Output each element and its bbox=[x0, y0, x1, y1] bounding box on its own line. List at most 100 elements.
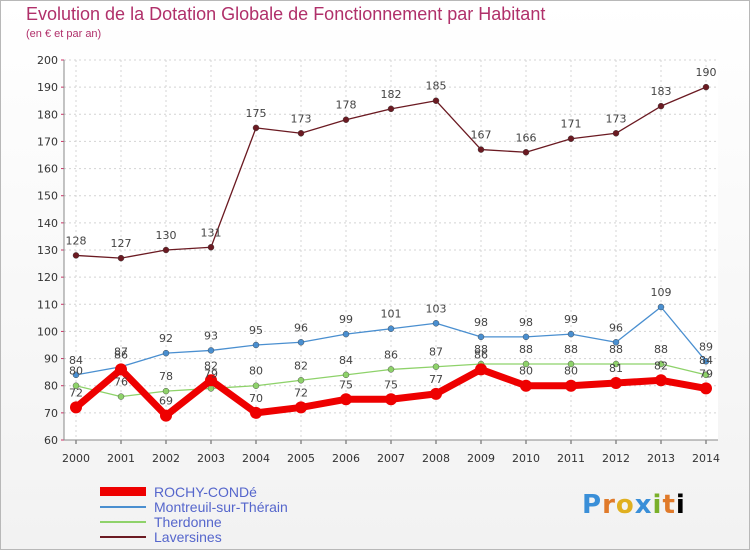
legend-label-laversines: Laversines bbox=[154, 528, 222, 545]
y-tick-label: 160 bbox=[37, 163, 58, 176]
data-label: 82 bbox=[654, 359, 668, 372]
data-label: 88 bbox=[564, 343, 578, 356]
data-point bbox=[612, 339, 620, 346]
data-label: 130 bbox=[156, 229, 177, 242]
y-tick-label: 110 bbox=[37, 298, 58, 311]
legend-item-therdonne: Therdonne bbox=[100, 513, 288, 530]
y-tick-label: 170 bbox=[37, 135, 58, 148]
data-label: 131 bbox=[201, 226, 222, 239]
data-label: 82 bbox=[204, 359, 218, 372]
data-point bbox=[115, 363, 127, 376]
legend-label-therdonne: Therdonne bbox=[154, 513, 222, 530]
data-label: 93 bbox=[204, 329, 218, 342]
y-tick-label: 100 bbox=[37, 325, 58, 338]
data-label: 182 bbox=[381, 88, 402, 101]
data-point bbox=[610, 377, 622, 389]
data-point bbox=[432, 97, 440, 104]
y-tick-label: 180 bbox=[37, 108, 58, 121]
data-point bbox=[342, 330, 350, 338]
data-point bbox=[477, 333, 485, 341]
data-label: 98 bbox=[474, 316, 488, 329]
data-point bbox=[567, 360, 575, 368]
logo-letter: o bbox=[615, 490, 635, 520]
data-label: 183 bbox=[651, 85, 672, 98]
data-point bbox=[162, 246, 170, 254]
legend-swatch-rochy-conde bbox=[100, 487, 146, 496]
data-label: 96 bbox=[294, 321, 308, 334]
x-tick-label: 2003 bbox=[197, 452, 225, 465]
data-label: 88 bbox=[609, 343, 623, 356]
data-label: 86 bbox=[474, 348, 488, 361]
data-label: 127 bbox=[111, 237, 132, 250]
data-point bbox=[522, 360, 530, 368]
data-point bbox=[477, 146, 485, 153]
x-tick-label: 2000 bbox=[62, 452, 90, 465]
data-label: 80 bbox=[519, 365, 533, 378]
data-label: 79 bbox=[204, 367, 218, 380]
data-label: 81 bbox=[609, 362, 623, 375]
logo-letter: i bbox=[675, 490, 686, 520]
y-tick-label: 150 bbox=[37, 190, 58, 203]
data-label: 166 bbox=[516, 131, 537, 144]
data-point bbox=[297, 377, 305, 384]
x-tick-label: 2008 bbox=[422, 452, 450, 465]
data-label: 80 bbox=[564, 365, 578, 378]
data-point bbox=[297, 130, 305, 137]
x-tick-label: 2010 bbox=[512, 452, 540, 465]
data-point bbox=[702, 358, 710, 365]
data-label: 75 bbox=[339, 378, 353, 391]
proxiti-logo: Proxiti bbox=[582, 490, 686, 520]
data-label: 70 bbox=[249, 392, 263, 405]
y-tick-label: 60 bbox=[44, 434, 58, 447]
legend-label-rochy-conde: ROCHY-CONDé bbox=[154, 483, 257, 500]
data-label: 80 bbox=[249, 365, 263, 378]
data-label: 86 bbox=[114, 348, 128, 361]
data-label: 88 bbox=[519, 343, 533, 356]
data-point bbox=[207, 244, 215, 251]
data-point bbox=[475, 363, 487, 376]
data-point bbox=[72, 382, 80, 389]
data-point bbox=[567, 330, 575, 338]
data-label: 171 bbox=[561, 118, 582, 131]
data-point bbox=[162, 349, 170, 357]
data-label: 69 bbox=[159, 395, 173, 408]
y-tick-label: 80 bbox=[44, 380, 58, 393]
data-label: 167 bbox=[471, 129, 492, 142]
data-point bbox=[432, 320, 440, 327]
data-point bbox=[295, 401, 307, 414]
x-tick-label: 2009 bbox=[467, 452, 495, 465]
data-label: 99 bbox=[564, 313, 578, 326]
data-label: 173 bbox=[606, 112, 627, 125]
data-point bbox=[520, 379, 532, 392]
data-point bbox=[252, 382, 260, 389]
data-label: 84 bbox=[699, 354, 713, 367]
data-point bbox=[387, 105, 395, 113]
logo-letter: t bbox=[662, 490, 676, 520]
chart-title: Evolution de la Dotation Globale de Fonc… bbox=[26, 4, 546, 24]
data-point bbox=[252, 341, 260, 349]
data-point bbox=[657, 102, 665, 110]
data-label: 128 bbox=[66, 234, 87, 247]
data-label: 78 bbox=[159, 370, 173, 383]
data-point bbox=[160, 409, 172, 422]
x-tick-label: 2001 bbox=[107, 452, 135, 465]
data-label: 178 bbox=[336, 99, 357, 112]
x-tick-label: 2012 bbox=[602, 452, 630, 465]
data-point bbox=[702, 371, 710, 379]
legend-swatch-montreuil bbox=[100, 505, 146, 508]
y-tick-label: 200 bbox=[37, 54, 58, 67]
data-point bbox=[117, 254, 125, 262]
x-tick-label: 2002 bbox=[152, 452, 180, 465]
data-label: 88 bbox=[654, 343, 668, 356]
data-point bbox=[655, 374, 667, 387]
data-point bbox=[72, 371, 80, 379]
data-label: 96 bbox=[609, 321, 623, 334]
logo-letter: r bbox=[602, 490, 616, 520]
y-tick-label: 90 bbox=[44, 353, 58, 366]
data-label: 101 bbox=[381, 308, 402, 321]
legend-swatch-therdonne bbox=[100, 520, 146, 523]
data-label: 79 bbox=[699, 367, 713, 380]
data-label: 89 bbox=[699, 340, 713, 353]
data-point bbox=[657, 360, 665, 368]
